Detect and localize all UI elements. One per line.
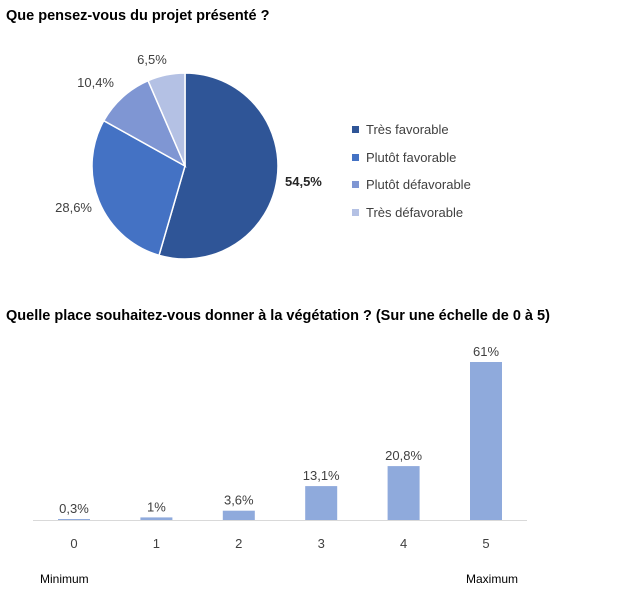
bar-data-label: 1% xyxy=(147,499,166,514)
pie-data-label: 10,4% xyxy=(77,75,114,90)
bar xyxy=(470,362,502,520)
bar xyxy=(387,466,420,520)
pie-chart-title: Que pensez-vous du projet présenté ? xyxy=(6,8,270,24)
pie-slice xyxy=(91,119,186,257)
pie-data-label: 6,5% xyxy=(137,52,167,67)
bar-data-label: 0,3% xyxy=(59,501,89,516)
pie-slice xyxy=(147,72,186,167)
legend-label: Plutôt favorable xyxy=(366,149,457,165)
legend-swatch xyxy=(352,126,359,134)
bar-chart-title: Quelle place souhaitez-vous donner à la … xyxy=(6,308,550,324)
legend-label: Plutôt défavorable xyxy=(366,177,471,193)
bar xyxy=(140,517,173,520)
bar xyxy=(305,486,338,520)
x-tick-label: 0 xyxy=(70,536,77,551)
axis-min-note: Minimum xyxy=(40,572,89,586)
legend-label: Très favorable xyxy=(366,122,449,138)
legend-swatch xyxy=(352,153,359,161)
bar-data-label: 3,6% xyxy=(224,493,254,508)
legend-swatch xyxy=(352,181,359,189)
legend-item-plutot-favorable: Plutôt favorable xyxy=(352,144,471,172)
legend-item-plutot-defavorable: Plutôt défavorable xyxy=(352,171,471,199)
axis-max-note: Maximum xyxy=(466,572,519,586)
bar-data-label: 20,8% xyxy=(385,448,422,463)
bar-data-label: 13,1% xyxy=(303,468,340,483)
pie-data-label: 54,5% xyxy=(285,174,322,189)
x-tick-label: 5 xyxy=(482,536,489,551)
legend-label: Très défavorable xyxy=(366,204,464,220)
x-tick-label: 3 xyxy=(318,536,325,551)
pie-legend: Très favorable Plutôt favorable Plutôt d… xyxy=(352,116,471,226)
pie-slice xyxy=(158,72,279,260)
x-tick-label: 2 xyxy=(235,536,242,551)
pie-data-label: 28,6% xyxy=(55,200,92,215)
legend-item-tres-favorable: Très favorable xyxy=(352,116,471,144)
legend-swatch xyxy=(352,208,359,216)
bar xyxy=(58,519,90,520)
bar xyxy=(222,510,255,520)
legend-item-tres-defavorable: Très défavorable xyxy=(352,199,471,227)
x-tick-label: 1 xyxy=(153,536,160,551)
x-tick-label: 4 xyxy=(400,536,407,551)
bar-data-label: 61% xyxy=(473,344,499,359)
